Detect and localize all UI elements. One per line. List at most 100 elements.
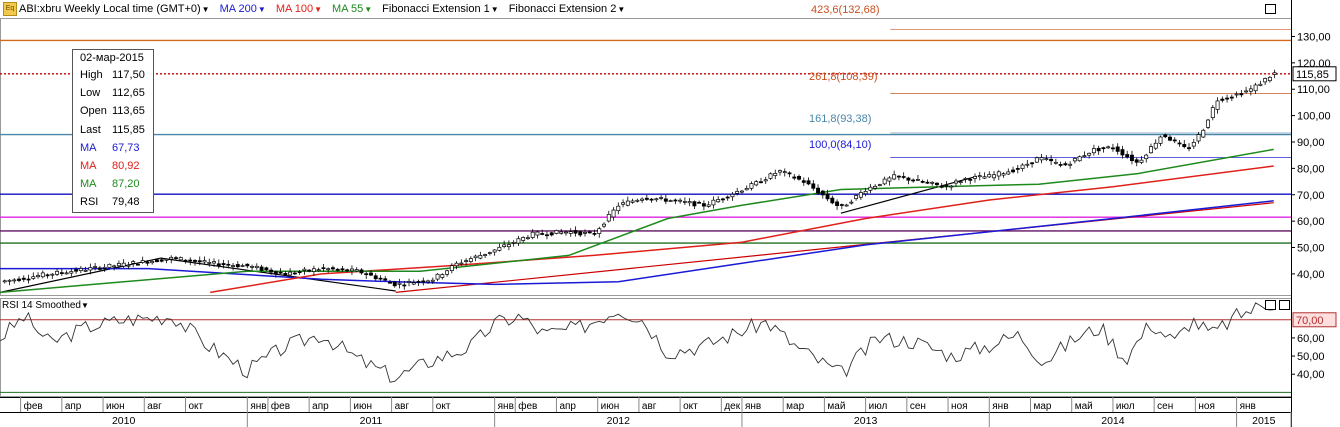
legend-row: Last 115,85 xyxy=(73,121,153,139)
candle-body xyxy=(430,279,435,282)
candle-body xyxy=(678,199,683,202)
candle-body xyxy=(321,267,326,270)
candle-body xyxy=(350,268,354,272)
month-label: июн xyxy=(353,401,372,412)
month-label: янв xyxy=(1240,401,1256,412)
candle-body xyxy=(1139,159,1144,163)
candle-body xyxy=(297,271,302,274)
ma200-indicator[interactable]: MA 200▼ xyxy=(219,3,266,15)
candle-body xyxy=(159,259,164,262)
candle-body xyxy=(97,267,102,270)
year-label: 2014 xyxy=(1101,415,1125,427)
ohlc-legend: 02-мар-2015 High 117,50 Low 112,65 Open 113… xyxy=(72,49,154,213)
month-label: июн xyxy=(601,401,620,412)
candle-body xyxy=(292,272,297,275)
candle-body xyxy=(112,265,117,268)
candle-body xyxy=(554,230,559,234)
candle-body xyxy=(511,242,516,244)
ma200-line xyxy=(0,200,1274,286)
month-label: дек xyxy=(724,401,740,412)
rsi-indicator[interactable]: RSI 14 Smoothed▼ xyxy=(2,300,89,311)
candle-body xyxy=(749,183,754,189)
candle-body xyxy=(26,278,31,281)
candle-body xyxy=(207,262,212,264)
candle-body xyxy=(345,269,350,272)
candle-body xyxy=(863,191,868,195)
candle-body xyxy=(1239,93,1244,96)
month-label: май xyxy=(827,401,845,412)
fib2-indicator[interactable]: Fibonacci Extension 2▼ xyxy=(508,3,626,15)
maximize-rsi-panel-button[interactable] xyxy=(1265,300,1276,310)
candle-body xyxy=(701,203,706,207)
candle-body xyxy=(1063,163,1068,166)
maximize-price-panel-button[interactable] xyxy=(1265,4,1276,14)
candle-body xyxy=(506,244,511,248)
candle-body xyxy=(273,271,278,275)
ma55-indicator[interactable]: MA 55▼ xyxy=(332,3,373,15)
candle-body xyxy=(663,198,668,202)
legend-key: High xyxy=(80,69,103,82)
candle-body xyxy=(1072,158,1077,162)
candle-body xyxy=(1134,159,1139,163)
candle-body xyxy=(982,176,987,179)
candle-body xyxy=(930,181,935,184)
candle-body xyxy=(1267,76,1272,82)
candle-body xyxy=(1187,147,1191,150)
candle-body xyxy=(1006,171,1011,175)
candle-body xyxy=(283,273,288,276)
candle-body xyxy=(83,270,88,272)
legend-row: MA 87,20 xyxy=(73,175,153,193)
legend-key: MA xyxy=(80,141,97,154)
candle-body xyxy=(1244,90,1249,93)
ma100-indicator[interactable]: MA 100▼ xyxy=(275,3,323,15)
legend-key: Last xyxy=(80,123,101,136)
price-tick-label: 100,00 xyxy=(1297,111,1331,123)
price-tick-label: 110,00 xyxy=(1297,84,1330,96)
candle-body xyxy=(278,271,283,274)
year-label: 2011 xyxy=(360,415,383,427)
candle-body xyxy=(440,274,445,278)
legend-value: 113,65 xyxy=(112,105,145,118)
legend-key: RSI xyxy=(80,196,99,209)
year-label: 2012 xyxy=(607,415,631,427)
close-rsi-panel-button[interactable] xyxy=(1279,300,1290,310)
candle-body xyxy=(21,277,26,280)
legend-date: 02-мар-2015 xyxy=(80,52,144,64)
symbol-selector[interactable]: ABI:xbru Weekly Local time (GMT+0)▼ xyxy=(19,3,210,15)
candle-body xyxy=(302,268,307,271)
price-tick-label: 50,00 xyxy=(1297,243,1325,255)
candle-body xyxy=(1001,173,1006,176)
rsi-line xyxy=(0,302,1275,383)
month-label: авг xyxy=(395,401,410,412)
chart-header: Eq ABI:xbru Weekly Local time (GMT+0)▼ M… xyxy=(0,0,635,18)
candle-body xyxy=(602,223,606,227)
candle-body xyxy=(996,171,1001,177)
candle-body xyxy=(416,281,421,283)
candle-body xyxy=(254,265,259,268)
candle-body xyxy=(716,199,721,203)
month-label: ноя xyxy=(951,401,968,412)
candle-body xyxy=(687,201,692,204)
month-label: авг xyxy=(642,401,657,412)
candle-body xyxy=(364,273,369,276)
candle-body xyxy=(12,279,17,282)
last-price-marker xyxy=(1292,66,1337,82)
trend-line xyxy=(0,257,396,293)
candle-body xyxy=(958,181,963,183)
candle-body xyxy=(59,272,64,274)
candle-body xyxy=(1110,147,1115,150)
candle-body xyxy=(226,263,231,266)
candle-body xyxy=(183,259,188,262)
candle-body xyxy=(1011,169,1016,173)
candle-body xyxy=(830,197,835,204)
legend-key: MA xyxy=(80,178,97,191)
month-label: янв xyxy=(992,401,1008,412)
month-label: мар xyxy=(1033,401,1051,412)
candle-body xyxy=(1087,152,1092,156)
fib1-indicator[interactable]: Fibonacci Extension 1▼ xyxy=(382,3,499,15)
candle-body xyxy=(188,259,193,262)
candle-body xyxy=(250,265,255,268)
fib-label-423: 423,6(132,68) xyxy=(811,4,880,16)
candle-body xyxy=(221,263,226,266)
month-label: фев xyxy=(518,400,537,412)
